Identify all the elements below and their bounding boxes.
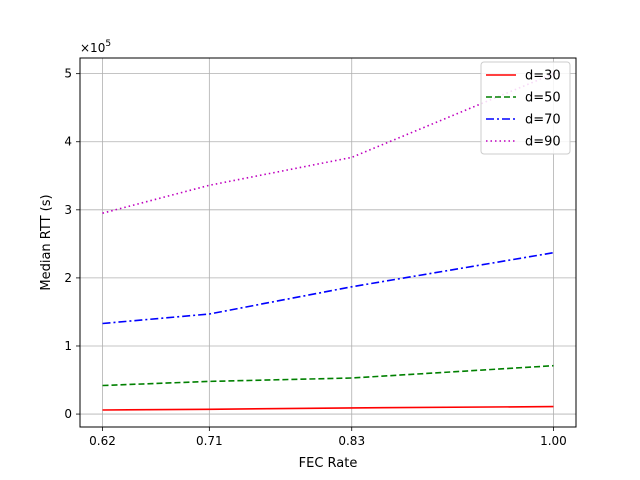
legend-label: d=90 — [525, 135, 561, 150]
series-line-d50 — [102, 364, 554, 387]
y-tick-label: 4 — [64, 135, 72, 149]
y-axis-multiplier: ×105 — [80, 39, 111, 55]
legend-box — [480, 61, 571, 155]
series-lines — [102, 72, 554, 411]
y-tick-label: 5 — [64, 67, 72, 81]
series-line-d90 — [102, 72, 554, 214]
y-multiplier-exponent: 5 — [105, 39, 111, 49]
x-tick-label: 0.71 — [196, 434, 223, 448]
series-line-d30 — [102, 405, 554, 411]
x-axis-ticks: 0.62 0.71 0.83 1.00 — [89, 427, 567, 448]
x-tick-label: 0.62 — [89, 434, 116, 448]
y-axis-ticks: 0 1 2 3 4 5 — [64, 67, 80, 421]
legend-label: d=50 — [525, 91, 561, 106]
legend: d=30 d=50 d=70 d=90 — [480, 61, 571, 155]
y-tick-label: 2 — [64, 271, 72, 285]
y-tick-label: 3 — [64, 203, 72, 217]
x-tick-label: 0.83 — [338, 434, 365, 448]
y-tick-label: 1 — [64, 339, 72, 353]
y-tick-label: 0 — [64, 407, 72, 421]
y-multiplier-base: ×10 — [80, 41, 105, 55]
plot-frame — [79, 57, 577, 428]
y-axis-label: Median RTT (s) — [39, 194, 54, 290]
x-axis-label: FEC Rate — [299, 456, 358, 471]
x-tick-label: 1.00 — [540, 434, 567, 448]
series-line-d70 — [102, 251, 554, 325]
legend-label: d=70 — [525, 113, 561, 128]
legend-label: d=30 — [525, 69, 561, 84]
